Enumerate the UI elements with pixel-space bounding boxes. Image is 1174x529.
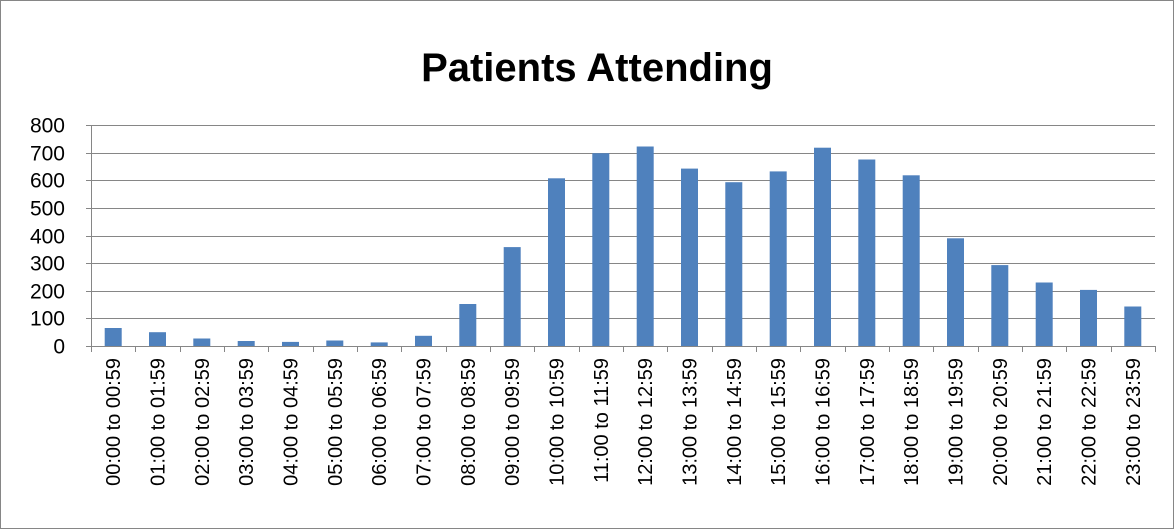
x-tick-label: 23:00 to 23:59 [1123, 358, 1145, 486]
x-tick-label: 09:00 to 09:59 [502, 358, 524, 486]
y-tick-label: 0 [53, 336, 65, 359]
y-tick-label: 200 [30, 281, 65, 304]
x-tick-label: 10:00 to 10:59 [547, 358, 569, 486]
y-tick-label: 500 [30, 198, 65, 221]
x-tick-labels: 00:00 to 00:59 01:00 to 01:59 02:00 to 02:… [103, 358, 1145, 486]
x-tick-label: 06:00 to 06:59 [369, 358, 391, 486]
bar [858, 159, 876, 346]
bar [370, 342, 388, 346]
x-tick-label: 03:00 to 03:59 [236, 358, 258, 486]
bar [947, 238, 964, 346]
bar [725, 182, 743, 346]
bar [415, 335, 432, 346]
x-tick-label: 16:00 to 16:59 [813, 358, 835, 486]
bar [503, 247, 521, 346]
x-tick-label: 08:00 to 08:59 [458, 358, 480, 486]
x-tick-label: 12:00 to 12:59 [635, 358, 657, 486]
gridlines [91, 125, 1155, 319]
x-tick-label: 07:00 to 07:59 [414, 358, 436, 486]
bar [459, 304, 477, 346]
y-tick-label: 400 [30, 226, 65, 249]
bar [1124, 306, 1142, 346]
bar [769, 171, 787, 346]
bars [104, 146, 1142, 346]
y-tick-labels: 0 100 200 300 400 500 600 700 800 [30, 115, 65, 359]
bar [902, 175, 920, 346]
x-tick-label: 11:00 to 11:59 [591, 358, 613, 483]
x-tick-label: 20:00 to 20:59 [990, 358, 1012, 486]
bar [282, 341, 299, 346]
bar [104, 328, 122, 346]
bar [592, 153, 610, 346]
bar [814, 147, 831, 346]
chart-title: Patients Attending [421, 46, 773, 90]
bar [681, 168, 698, 346]
y-tick-label: 100 [30, 308, 65, 331]
bar [237, 341, 255, 346]
x-tick-label: 04:00 to 04:59 [281, 358, 303, 486]
x-tick-label: 18:00 to 18:59 [901, 358, 923, 486]
axes [86, 125, 1156, 352]
x-tick-label: 15:00 to 15:59 [768, 358, 790, 486]
y-tick-label: 300 [30, 253, 65, 276]
x-tick-label: 21:00 to 21:59 [1034, 358, 1056, 486]
y-tick-label: 600 [30, 170, 65, 193]
bar [193, 338, 211, 346]
x-tick-label: 01:00 to 01:59 [148, 358, 170, 486]
x-tick-label: 22:00 to 22:59 [1079, 358, 1101, 486]
y-tick-label: 800 [30, 115, 65, 138]
x-tick-label: 00:00 to 00:59 [103, 358, 125, 486]
bar [1080, 289, 1097, 346]
x-tick-label: 02:00 to 02:59 [192, 358, 214, 486]
bar [326, 340, 344, 346]
y-tick-label: 700 [30, 143, 65, 166]
bar [548, 178, 565, 346]
x-tick-label: 19:00 to 19:59 [946, 358, 968, 486]
x-tick-label: 17:00 to 17:59 [857, 358, 879, 486]
x-tick-label: 14:00 to 14:59 [724, 358, 746, 486]
x-tick-label: 13:00 to 13:59 [680, 358, 702, 486]
bar [149, 332, 166, 346]
bar [991, 265, 1009, 346]
x-tick-label: 05:00 to 05:59 [325, 358, 347, 486]
bar [636, 146, 654, 346]
bar [1035, 282, 1053, 346]
